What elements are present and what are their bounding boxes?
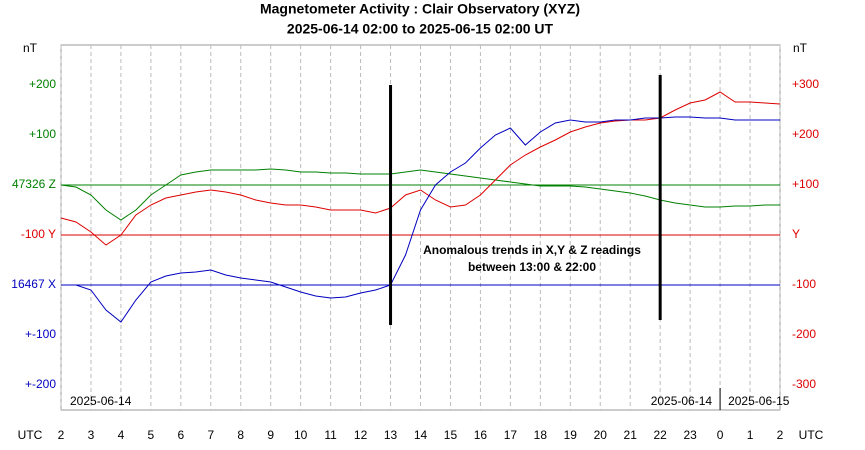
x-tick-label: 6 bbox=[177, 428, 184, 442]
x-tick-label: 17 bbox=[504, 428, 518, 442]
y-tick-label: +100 bbox=[29, 127, 56, 141]
y-tick-label: 47326 Z bbox=[12, 177, 56, 191]
annotation: between 13:00 & 22:00 bbox=[468, 260, 596, 274]
y-tick-label: -100 Y bbox=[21, 227, 56, 241]
y-tick-label: +200 bbox=[29, 77, 56, 91]
x-tick-label: 1 bbox=[747, 428, 754, 442]
x-tick-label: 14 bbox=[414, 428, 428, 442]
y-tick-label: +-200 bbox=[25, 377, 56, 391]
y-unit-left: nT bbox=[23, 41, 38, 55]
y2-tick-label: -100 bbox=[792, 277, 816, 291]
x-tick-label: 23 bbox=[683, 428, 697, 442]
x-tick-label: 11 bbox=[324, 428, 337, 442]
y2-tick-label: +300 bbox=[792, 77, 819, 91]
y2-tick-label: +200 bbox=[792, 127, 819, 141]
x-tick-label: 0 bbox=[717, 428, 724, 442]
x-unit-left: UTC bbox=[18, 428, 43, 442]
x-tick-label: 7 bbox=[207, 428, 214, 442]
x-tick-label: 16 bbox=[474, 428, 488, 442]
y2-tick-label: -300 bbox=[792, 377, 816, 391]
x-tick-label: 20 bbox=[594, 428, 608, 442]
x-tick-label: 3 bbox=[88, 428, 95, 442]
chart-title: Magnetometer Activity : Clair Observator… bbox=[260, 1, 580, 17]
y2-tick-label: +100 bbox=[792, 177, 819, 191]
x-tick-label: 2 bbox=[777, 428, 784, 442]
y-tick-label: 16467 X bbox=[11, 277, 56, 291]
x-tick-label: 5 bbox=[148, 428, 155, 442]
x-tick-label: 10 bbox=[294, 428, 308, 442]
y-unit-right: nT bbox=[793, 41, 808, 55]
x-tick-label: 2 bbox=[58, 428, 65, 442]
date-label: 2025-06-14 bbox=[651, 394, 713, 408]
y2-tick-label: -200 bbox=[792, 327, 816, 341]
date-label: 2025-06-15 bbox=[728, 394, 790, 408]
x-tick-label: 12 bbox=[354, 428, 368, 442]
date-label: 2025-06-14 bbox=[70, 394, 132, 408]
x-tick-label: 21 bbox=[624, 428, 638, 442]
x-tick-label: 13 bbox=[384, 428, 398, 442]
x-tick-label: 8 bbox=[237, 428, 244, 442]
chart-subtitle: 2025-06-14 02:00 to 2025-06-15 02:00 UT bbox=[287, 21, 554, 37]
x-tick-label: 4 bbox=[118, 428, 125, 442]
y-tick-label: +-100 bbox=[25, 327, 56, 341]
x-tick-label: 19 bbox=[564, 428, 578, 442]
x-unit-right: UTC bbox=[799, 428, 824, 442]
y2-tick-label: Y bbox=[792, 227, 800, 241]
x-tick-label: 22 bbox=[653, 428, 667, 442]
x-tick-label: 15 bbox=[444, 428, 458, 442]
x-tick-label: 18 bbox=[534, 428, 548, 442]
annotation: Anomalous trends in X,Y & Z readings bbox=[423, 243, 641, 257]
x-tick-label: 9 bbox=[267, 428, 274, 442]
